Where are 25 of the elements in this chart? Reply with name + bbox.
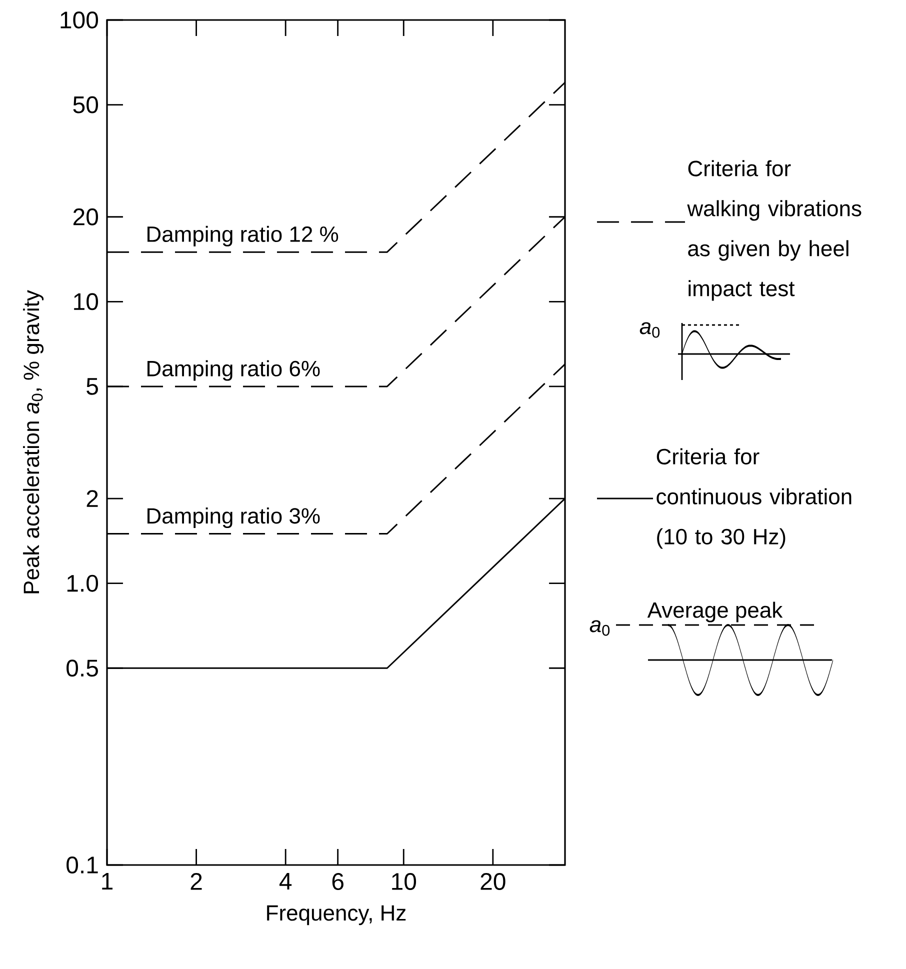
y-tick-label: 2 [86, 490, 98, 507]
x-tick-label: 4 [279, 873, 292, 890]
legend-label: Criteria for continuous vibration (10 to 30 Hz) [656, 448, 852, 549]
text: Criteria for walking vibrations as given by heel impact test [687, 160, 862, 301]
x-tick-label: 20 [480, 873, 506, 890]
y-tick-label: 10 [74, 293, 98, 310]
y-tick-label: 0.5 [66, 660, 98, 677]
text: a$_{0}$ [640, 322, 660, 338]
y-tick-label: 0.1 [66, 856, 98, 874]
y-tick-label: 100 [60, 12, 98, 28]
text: Average peak [647, 602, 783, 622]
x-axis-title: Frequency, Hz [267, 905, 406, 926]
y-tick-label: 5 [86, 378, 98, 395]
y-axis-title: Peak acceleration a$_{0}$, % gravity [23, 290, 44, 594]
x-tick-label: 1 [102, 873, 112, 890]
text: a$_{0}$ [590, 620, 610, 636]
x-tick-label: 2 [190, 873, 202, 890]
series-label: Damping ratio 3% [148, 508, 320, 528]
y-tick-label: 1.0 [67, 574, 98, 592]
y-tick-label: 20 [73, 208, 98, 226]
x-tick-label: 6 [332, 873, 344, 890]
series-label: Damping ratio 12 % [148, 226, 338, 246]
series-label: Damping ratio 6% [148, 360, 320, 381]
y-tick-label: 50 [73, 96, 98, 114]
x-tick-label: 10 [392, 873, 416, 890]
